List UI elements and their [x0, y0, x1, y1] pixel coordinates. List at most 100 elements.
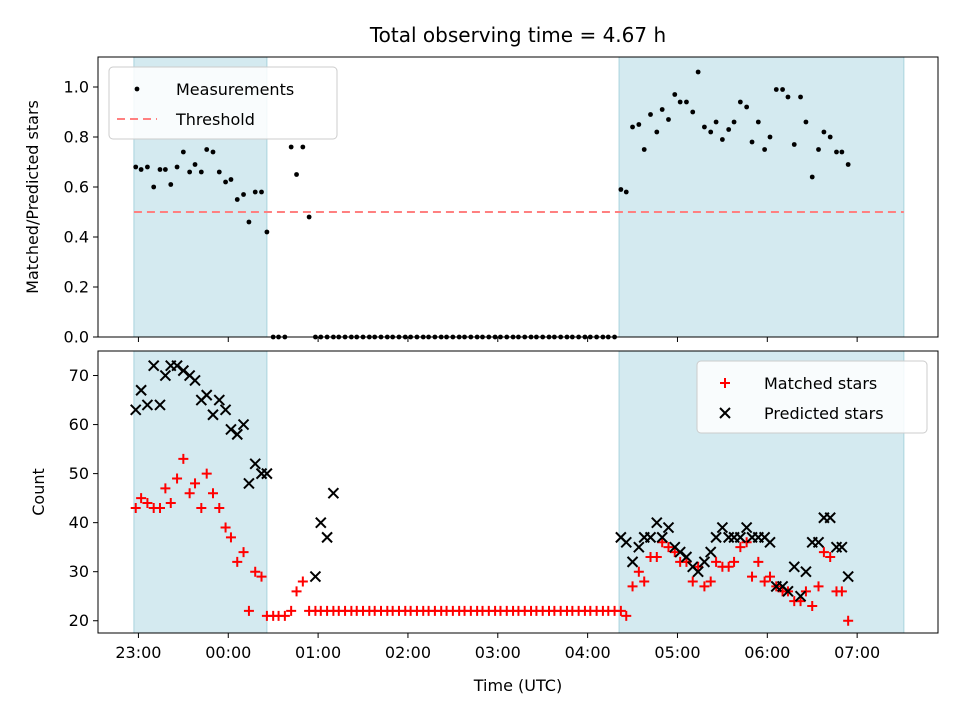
predicted-stars-point-10	[189, 374, 201, 387]
y-tick-label-1: 30	[69, 562, 89, 581]
matched-stars-point-21	[256, 571, 267, 582]
measurements-point-111	[798, 94, 803, 100]
matched-stars-point-28	[297, 576, 308, 587]
measurements-point-89	[666, 117, 671, 122]
measurements-point-18	[241, 192, 246, 197]
counts-panel: 20 30 40 50 60 70 23:00 00:00 01:00 02:00 03:00 04…	[29, 350, 939, 662]
matched-stars-point-6	[165, 498, 176, 509]
predicted-stars-point-65	[842, 570, 854, 583]
x-tick-label-0: 23:00	[115, 643, 161, 662]
matched-stars-point-19	[243, 605, 254, 616]
predicted-stars-point-64	[836, 541, 848, 553]
ratio-panel: 0.0 0.2 0.4 0.6 0.8 1.0 Matched/Predicted sta…	[23, 56, 939, 347]
legend-handle-0	[134, 86, 140, 92]
measurements-point-10	[192, 162, 198, 167]
measurements-point-2	[145, 164, 150, 170]
measurements-point-86	[648, 112, 653, 117]
legend-label-1: Predicted stars	[764, 404, 884, 423]
predicted-stars-point-12	[200, 389, 213, 401]
matched-stars-point-93	[687, 576, 698, 587]
predicted-stars-point-5	[159, 369, 172, 382]
predicted-stars-point-4	[154, 399, 166, 411]
matched-stars-point-102	[741, 537, 752, 548]
measurements-point-7	[174, 164, 180, 170]
predicted-stars-point-33	[651, 516, 663, 529]
predicted-stars-point-32	[644, 531, 657, 544]
bottom-x-ticks: 23:00 00:00 01:00 02:00 03:00 04:00 05:00 06:00…	[115, 633, 880, 662]
predicted-stars-point-48	[740, 521, 753, 534]
matched-stars-point-90	[669, 547, 680, 558]
predicted-stars-point-22	[261, 467, 273, 480]
measurements-point-98	[719, 137, 725, 142]
measurements-point-0	[133, 164, 139, 170]
predicted-stars-point-28	[620, 536, 632, 548]
y-tick-label-5: 1.0	[64, 78, 89, 97]
measurements-point-90	[672, 92, 678, 97]
measurements-point-29	[306, 214, 312, 220]
matched-stars-point-26	[286, 605, 297, 616]
matched-stars-point-85	[639, 576, 650, 587]
measurements-point-82	[623, 189, 629, 195]
predicted-stars-point-47	[734, 531, 747, 544]
matched-stars-point-113	[807, 601, 818, 612]
matched-stars-point-16	[225, 532, 236, 543]
measurements-point-1	[138, 167, 144, 172]
top-axes-frame	[97, 56, 939, 338]
measurements-point-92	[684, 99, 689, 105]
matched-stars-point-81	[615, 605, 626, 616]
matched-stars-point-10	[190, 478, 201, 489]
legend-handle-1	[719, 407, 731, 419]
bottom-y-axis-label: Count	[29, 468, 48, 516]
measurements-point-81	[618, 187, 624, 192]
measurements-point-19	[246, 219, 252, 225]
measurements-point-12	[204, 147, 210, 152]
shaded-interval-0	[133, 350, 268, 634]
y-tick-label-3: 50	[69, 464, 89, 483]
matched-stars-point-25	[279, 610, 290, 621]
matched-stars-point-17	[232, 556, 243, 567]
matched-stars-point-105	[759, 576, 770, 587]
measurements-point-108	[780, 87, 785, 92]
measurements-point-3	[151, 184, 157, 190]
predicted-stars-point-55	[782, 585, 794, 598]
legend-box	[696, 360, 928, 434]
predicted-stars-point-18	[237, 418, 250, 431]
y-tick-label-2: 0.4	[64, 228, 89, 247]
x-tick-label-3: 02:00	[385, 643, 431, 662]
count-markers	[130, 360, 854, 626]
matched-stars-point-1	[136, 493, 147, 504]
measurements-point-17	[234, 197, 240, 202]
measurements-point-15	[223, 179, 228, 185]
shaded-interval-1	[618, 56, 905, 338]
measurements-point-99	[726, 127, 732, 132]
measurements-point-116	[827, 134, 833, 140]
measurements-point-6	[168, 182, 174, 187]
predicted-stars-point-19	[243, 477, 255, 490]
measurements-point-14	[216, 169, 222, 175]
matched-stars-point-106	[765, 571, 775, 582]
predicted-stars-point-58	[800, 565, 812, 578]
measurements-point-4	[157, 167, 163, 172]
predicted-stars-point-1	[135, 384, 147, 396]
measurements-point-22	[264, 229, 270, 235]
x-tick-label-2: 01:00	[295, 643, 341, 662]
matched-stars-point-103	[747, 571, 758, 582]
measurements-point-95	[702, 124, 707, 130]
matched-stars-point-119	[843, 615, 854, 626]
predicted-stars-point-41	[698, 556, 711, 568]
matched-stars-point-88	[657, 537, 668, 548]
y-tick-label-1: 0.2	[64, 278, 89, 297]
matched-stars-point-0	[130, 502, 141, 513]
matched-stars-point-115	[818, 547, 829, 558]
measurements-point-105	[762, 147, 768, 152]
y-tick-label-2: 40	[69, 513, 89, 532]
measurements-point-91	[677, 99, 683, 105]
matched-stars-point-94	[693, 561, 704, 572]
bottom-axes-frame	[97, 350, 939, 634]
y-tick-label-4: 60	[69, 415, 89, 434]
matched-stars-point-18	[238, 547, 249, 558]
predicted-stars-point-3	[147, 360, 160, 372]
measurements-point-114	[816, 147, 821, 152]
top-legend: Measurements Threshold	[108, 66, 338, 140]
predicted-stars-point-43	[710, 531, 722, 544]
